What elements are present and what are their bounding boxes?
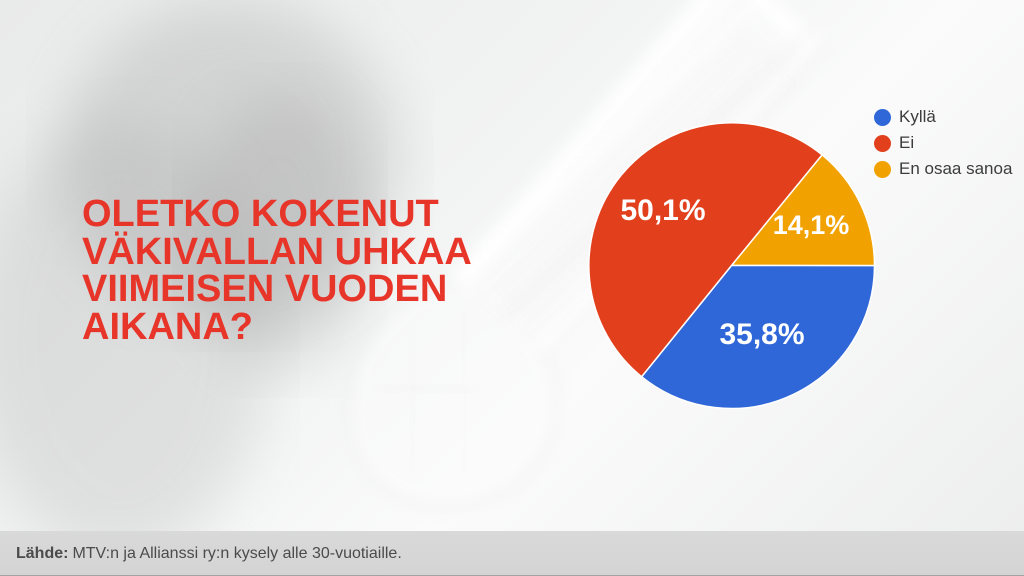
svg-text:50,1%: 50,1% [620,194,705,227]
svg-text:14,1%: 14,1% [773,210,850,240]
svg-text:35,8%: 35,8% [719,318,804,351]
